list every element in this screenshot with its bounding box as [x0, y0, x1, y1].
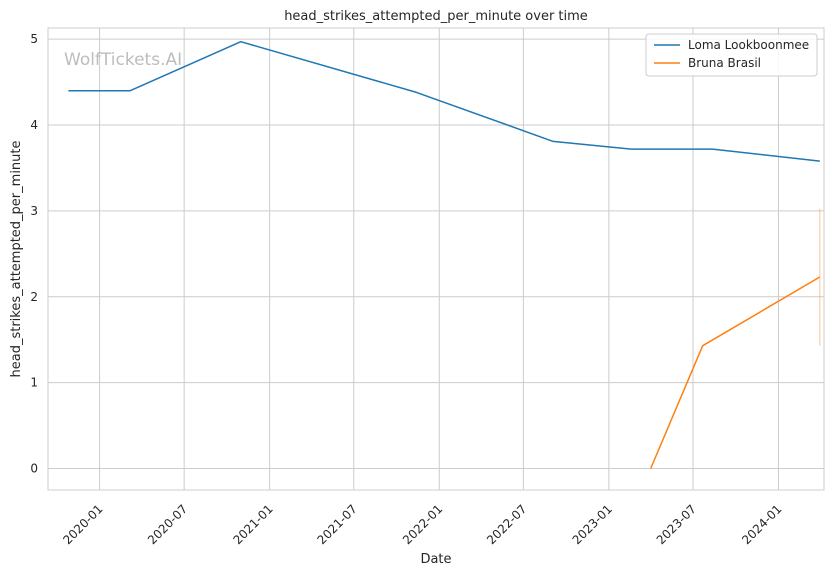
series-lines [68, 40, 821, 469]
x-tick-label: 2023-07 [654, 502, 699, 547]
series-line-0 [68, 40, 820, 162]
x-tick-label: 2020-07 [145, 502, 190, 547]
x-tick-label: 2021-01 [230, 502, 275, 547]
watermark: WolfTickets.AI [64, 50, 182, 70]
series-line-1 [650, 276, 821, 469]
y-axis-label: head_strikes_attempted_per_minute [9, 141, 24, 378]
y-tick-label: 0 [30, 462, 38, 476]
y-tick-label: 3 [30, 204, 38, 218]
y-tick-label: 4 [30, 118, 38, 132]
grid [48, 28, 824, 490]
x-axis-ticks: 2020-01 2020-07 2021-01 2021-07 2022-01 2022-… [60, 502, 784, 547]
x-tick-label: 2022-07 [484, 502, 529, 547]
y-tick-label: 2 [30, 290, 38, 304]
legend-label-loma: Loma Lookboonmee [688, 38, 809, 52]
x-tick-label: 2022-01 [400, 502, 445, 547]
chart-title: head_strikes_attempted_per_minute over t… [284, 9, 588, 24]
y-tick-label: 5 [30, 32, 38, 46]
y-tick-label: 1 [30, 376, 38, 390]
x-tick-label: 2023-01 [570, 502, 615, 547]
legend: Loma Lookboonmee Bruna Brasil [645, 33, 818, 77]
legend-label-bruna: Bruna Brasil [688, 56, 761, 70]
plot-frame [47, 27, 825, 491]
x-tick-label: 2024-01 [739, 502, 784, 547]
legend-box [645, 33, 818, 77]
x-tick-label: 2020-01 [60, 502, 105, 547]
y-axis-ticks: 0 1 2 3 4 5 [30, 32, 38, 475]
x-axis-label: Date [420, 552, 451, 567]
x-tick-label: 2021-07 [315, 502, 360, 547]
